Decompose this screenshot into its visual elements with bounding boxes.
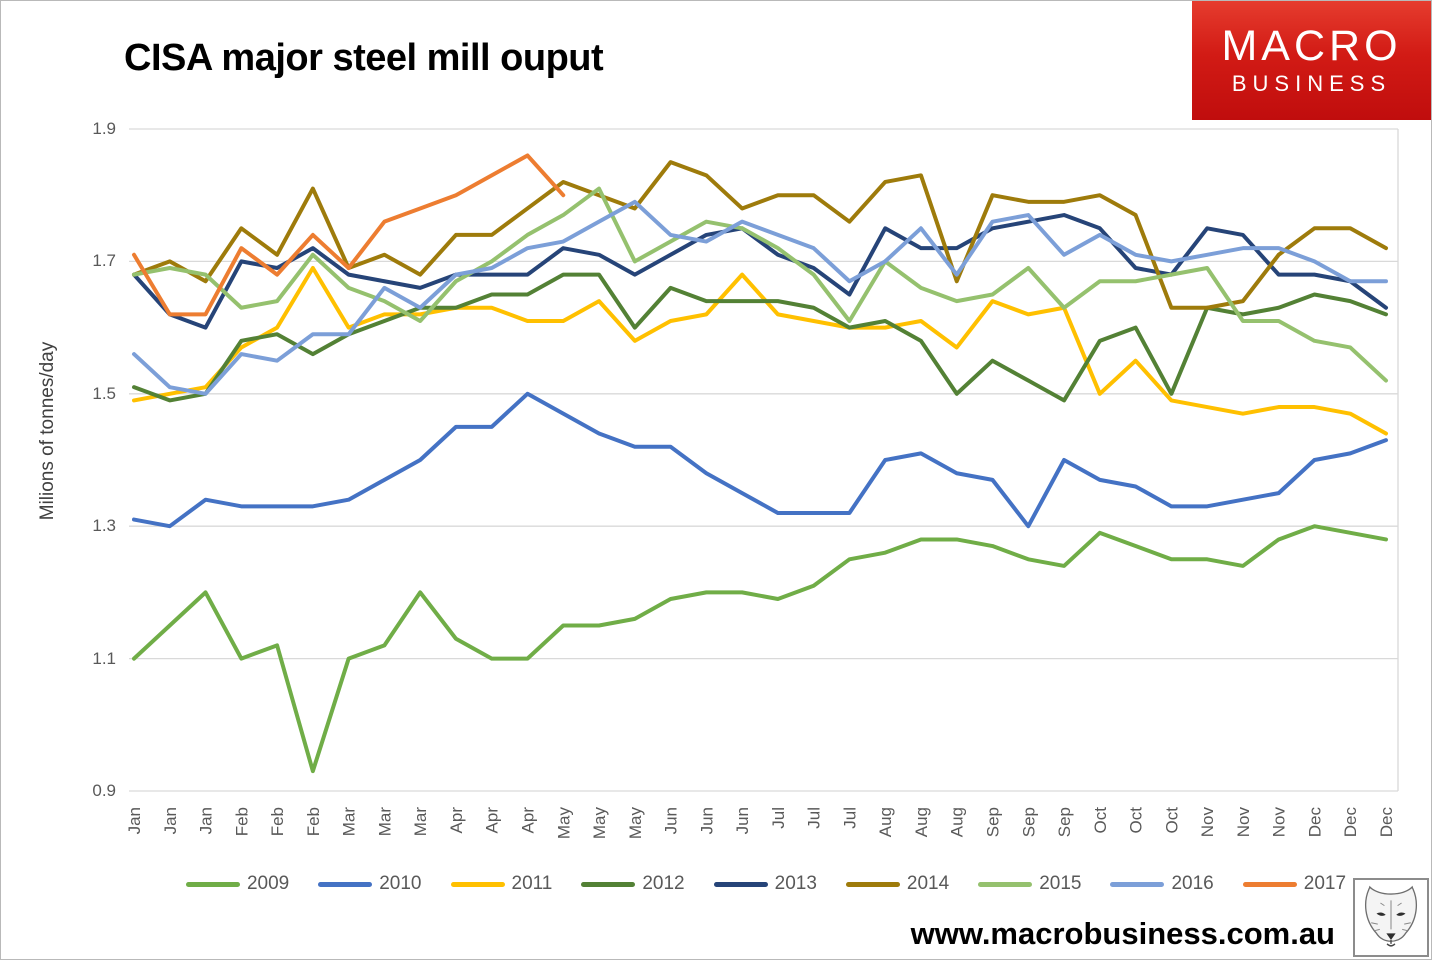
- legend-item-2013: 2013: [713, 873, 817, 895]
- legend-swatch: [978, 881, 1033, 887]
- legend-label: 2016: [1171, 873, 1214, 894]
- x-tick-label: Oct: [1127, 807, 1146, 834]
- y-tick-label: 0.9: [92, 781, 116, 800]
- legend-swatch: [185, 881, 240, 887]
- x-tick-label: May: [554, 807, 573, 840]
- x-tick-label: Mar: [375, 807, 394, 837]
- legend-item-2017: 2017: [1242, 873, 1347, 895]
- x-tick-label: Sep: [1055, 807, 1074, 837]
- chart-title: CISA major steel mill ouput: [124, 37, 604, 79]
- legend-item-2009: 2009: [185, 873, 290, 895]
- y-tick-label: 1.3: [92, 516, 116, 536]
- x-tick-label: Jul: [840, 807, 859, 829]
- x-tick-label: Apr: [518, 807, 537, 834]
- legend-label: 2014: [906, 873, 950, 894]
- x-tick-label: Jul: [769, 807, 788, 829]
- x-tick-label: Jun: [662, 807, 681, 834]
- legend-swatch: [450, 881, 505, 887]
- legend-label: 2011: [511, 873, 553, 894]
- legend-item-2014: 2014: [845, 873, 950, 895]
- x-tick-label: Nov: [1270, 807, 1289, 838]
- x-tick-label: Feb: [268, 807, 287, 836]
- legend-label: 2010: [379, 873, 422, 894]
- x-tick-label: Aug: [948, 807, 967, 837]
- legend-label: 2015: [1039, 873, 1082, 894]
- legend-swatch: [1242, 881, 1297, 887]
- legend-item-2010: 2010: [318, 873, 422, 895]
- y-tick-label: 1.7: [92, 251, 116, 271]
- legend-item-2011: 2011: [450, 873, 553, 895]
- logo-text-business: BUSINESS: [1231, 71, 1392, 97]
- legend-item-2015: 2015: [978, 873, 1081, 895]
- x-tick-label: Apr: [483, 807, 502, 834]
- x-tick-label: May: [590, 807, 609, 840]
- y-tick-label: 1.9: [92, 119, 116, 138]
- macrobusiness-logo: MACRO BUSINESS: [1192, 1, 1431, 120]
- x-tick-label: Apr: [447, 807, 466, 834]
- x-tick-label: Mar: [411, 807, 430, 837]
- legend-swatch: [713, 881, 768, 887]
- chart-legend: 2009 2010 2011 2012 2013 2014 2015 2016 2017: [131, 873, 1401, 895]
- x-tick-label: Nov: [1234, 807, 1253, 838]
- x-tick-label: Jan: [125, 807, 144, 834]
- x-tick-label: Oct: [1091, 807, 1110, 834]
- x-tick-label: Nov: [1198, 807, 1217, 838]
- x-tick-label: Sep: [984, 807, 1003, 837]
- legend-swatch: [318, 881, 373, 887]
- x-tick-label: Aug: [876, 807, 895, 837]
- fox-head-icon: [1353, 878, 1429, 957]
- x-tick-label: Jun: [697, 807, 716, 834]
- x-tick-label: Dec: [1305, 807, 1324, 838]
- legend-label: 2017: [1303, 873, 1347, 894]
- x-tick-label: Feb: [232, 807, 251, 836]
- legend-swatch: [581, 881, 636, 887]
- x-tick-label: Dec: [1377, 807, 1396, 838]
- x-tick-label: Aug: [912, 807, 931, 837]
- x-tick-label: Sep: [1019, 807, 1038, 837]
- legend-label: 2009: [246, 873, 290, 894]
- x-tick-label: May: [626, 807, 645, 840]
- y-tick-label: 1.1: [92, 648, 116, 668]
- legend-swatch: [1110, 881, 1165, 887]
- legend-item-2016: 2016: [1110, 873, 1214, 895]
- legend-item-2012: 2012: [581, 873, 685, 895]
- x-tick-label: Feb: [304, 807, 323, 836]
- x-tick-label: Oct: [1162, 807, 1181, 834]
- legend-label: 2012: [642, 873, 685, 894]
- x-tick-label: Dec: [1341, 807, 1360, 838]
- x-tick-label: Jan: [161, 807, 180, 834]
- y-tick-label: 1.5: [92, 383, 116, 403]
- website-text: www.macrobusiness.com.au: [910, 916, 1335, 951]
- legend-swatch: [845, 881, 900, 887]
- x-tick-label: Jan: [197, 807, 216, 834]
- legend-label: 2013: [774, 873, 817, 894]
- x-tick-label: Mar: [340, 807, 359, 837]
- logo-text-macro: MACRO: [1221, 21, 1402, 70]
- x-tick-label: Jun: [733, 807, 752, 834]
- x-tick-label: Jul: [805, 807, 824, 829]
